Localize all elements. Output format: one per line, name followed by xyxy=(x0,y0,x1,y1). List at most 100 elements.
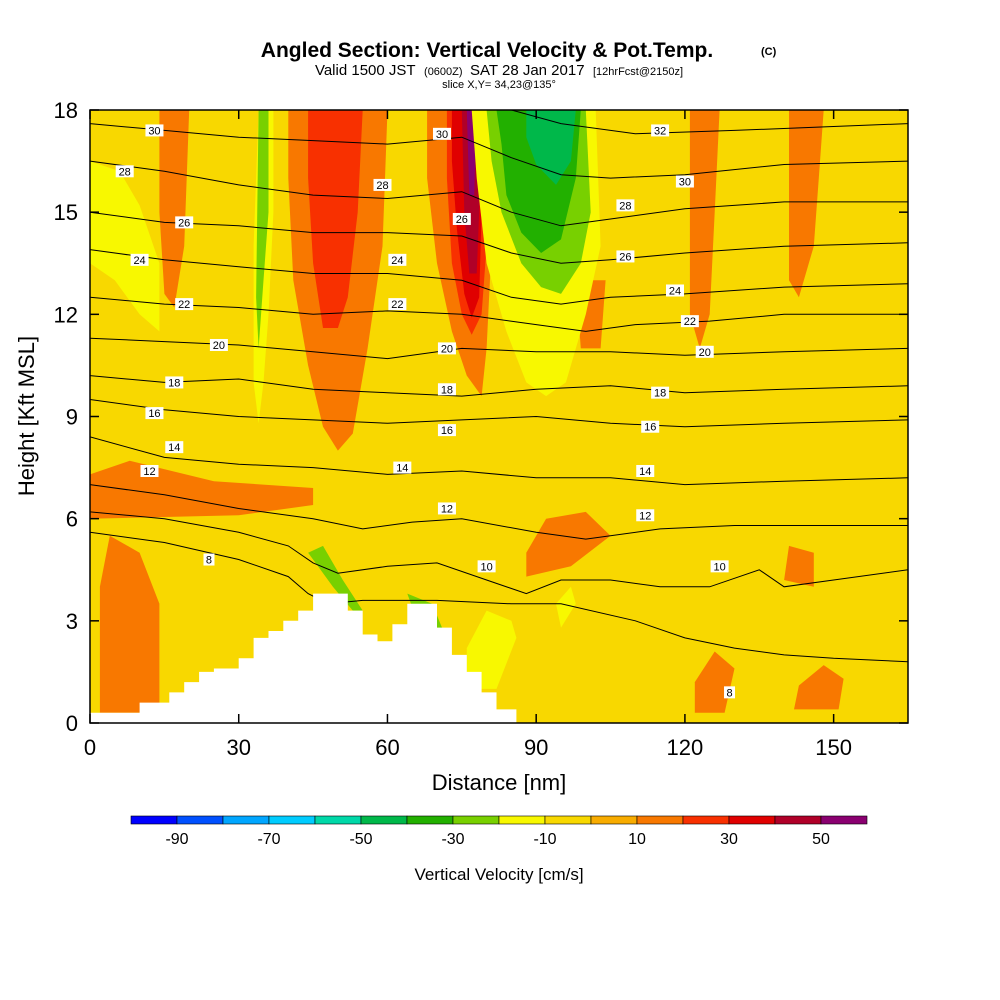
isentrope-label: 16 xyxy=(148,408,160,420)
y-tick-label: 15 xyxy=(54,200,78,225)
isentrope-label: 28 xyxy=(376,180,388,192)
isentrope-label-box xyxy=(651,386,670,399)
valid-date: SAT 28 Jan 2017 xyxy=(470,62,585,79)
isentrope-label: 14 xyxy=(396,463,408,475)
colorbar-swatch xyxy=(314,815,362,825)
colorbar-tick-label: 10 xyxy=(628,831,646,848)
isentrope-label-box xyxy=(145,407,164,420)
isentrope-label: 10 xyxy=(713,561,725,573)
velocity-region xyxy=(789,110,824,298)
isentrope-label-box xyxy=(641,420,660,433)
colorbar-swatch xyxy=(820,815,868,825)
velocity-region xyxy=(556,586,576,628)
isentrope-label-box xyxy=(432,127,451,140)
isentrope-line xyxy=(509,110,908,135)
x-tick-label: 90 xyxy=(524,735,548,760)
isentrope-label: 30 xyxy=(148,125,160,137)
isentrope-label-box xyxy=(437,383,456,396)
isentrope-label: 12 xyxy=(441,503,453,515)
colorbar-swatch xyxy=(682,815,730,825)
x-tick-label: 120 xyxy=(667,735,704,760)
isentrope-line xyxy=(90,531,908,663)
y-tick-label: 9 xyxy=(66,405,78,430)
isentrope-label-box xyxy=(393,461,412,474)
isentrope-label: 18 xyxy=(441,384,453,396)
isentrope-label: 26 xyxy=(619,251,631,263)
isentropes xyxy=(90,110,908,663)
isentrope-label-box xyxy=(675,175,694,188)
isentrope-label-box xyxy=(175,298,194,311)
colorbar-swatch xyxy=(590,815,638,825)
isentrope-label-box xyxy=(175,216,194,229)
colorbar-swatch xyxy=(360,815,408,825)
y-tick-label: 12 xyxy=(54,302,78,327)
isentrope-label: 22 xyxy=(178,299,190,311)
x-axis: 0 30 60 90 120 150 xyxy=(84,110,852,760)
colorbar-swatch xyxy=(636,815,684,825)
colorbar-tick-label: -10 xyxy=(533,831,556,848)
velocity-region xyxy=(784,545,814,587)
velocity-region xyxy=(159,110,190,308)
isentrope-label-box xyxy=(209,338,228,351)
colorbar-label: Vertical Velocity [cm/s] xyxy=(414,865,583,884)
isentrope-line xyxy=(90,211,908,264)
colorbar-swatch xyxy=(498,815,546,825)
isentrope-label: 14 xyxy=(168,442,180,454)
isentrope-label-box xyxy=(145,124,164,137)
isentrope-label-box xyxy=(165,441,184,454)
isentrope-label-box xyxy=(388,253,407,266)
colorbar-swatch xyxy=(268,815,316,825)
isentrope-label: 30 xyxy=(679,177,691,189)
isentrope-line xyxy=(90,484,908,540)
x-tick-label: 0 xyxy=(84,735,96,760)
title-units: (C) xyxy=(761,46,777,58)
y-axis: 0 3 6 9 12 15 18 xyxy=(54,98,908,736)
velocity-region xyxy=(308,545,363,611)
colorbar-swatch xyxy=(222,815,270,825)
isentrope-label-box xyxy=(388,298,407,311)
isentrope-label-box xyxy=(695,345,714,358)
isentrope-label: 24 xyxy=(669,285,681,297)
isentrope-label-box xyxy=(724,686,736,699)
isentrope-line xyxy=(90,296,908,332)
isentrope-label-box xyxy=(437,342,456,355)
colorbar-tick-label: -50 xyxy=(349,831,372,848)
isentrope-label-box xyxy=(665,284,684,297)
isentrope-label: 12 xyxy=(639,510,651,522)
isentrope-label-box xyxy=(203,553,215,566)
isentrope-label-box xyxy=(636,509,655,522)
y-tick-label: 0 xyxy=(66,711,78,736)
y-tick-label: 18 xyxy=(54,98,78,123)
isentrope-line xyxy=(90,436,908,486)
y-tick-label: 6 xyxy=(66,507,78,532)
terrain xyxy=(90,593,517,723)
colorbar-tick-label: 50 xyxy=(812,831,830,848)
x-axis-label: Distance [nm] xyxy=(432,770,567,795)
isentrope-label: 16 xyxy=(644,422,656,434)
isentrope-label: 18 xyxy=(654,388,666,400)
isentrope-label-box xyxy=(616,250,635,263)
velocity-region xyxy=(526,511,611,577)
isentrope-label-box xyxy=(710,560,729,573)
isentrope-line xyxy=(90,399,908,428)
colorbar-swatch xyxy=(544,815,592,825)
colorbar-swatch xyxy=(452,815,500,825)
colorbar-swatch xyxy=(774,815,822,825)
colorbar: -90 -70 -50 -30 -10 10 30 50 xyxy=(130,815,868,848)
isentrope-label: 26 xyxy=(456,214,468,226)
isentrope-labels: 8 8 10 10 12 12 12 14 14 14 16 16 16 18 18 18 20 20 20 22 22… xyxy=(115,124,736,699)
velocity-region xyxy=(90,161,160,332)
isentrope-label-box xyxy=(616,199,635,212)
y-axis-label: Height [Kft MSL] xyxy=(14,336,39,496)
velocity-region xyxy=(526,110,576,185)
isentrope-label-box xyxy=(477,560,496,573)
isentrope-line xyxy=(90,249,908,305)
isentrope-label-box xyxy=(437,424,456,437)
isentrope-label: 24 xyxy=(391,255,403,267)
colorbar-swatch xyxy=(130,815,178,825)
isentrope-label: 18 xyxy=(168,377,180,389)
isentrope-label: 8 xyxy=(726,687,732,699)
terrain-mask xyxy=(90,593,517,723)
x-tick-label: 30 xyxy=(226,735,250,760)
